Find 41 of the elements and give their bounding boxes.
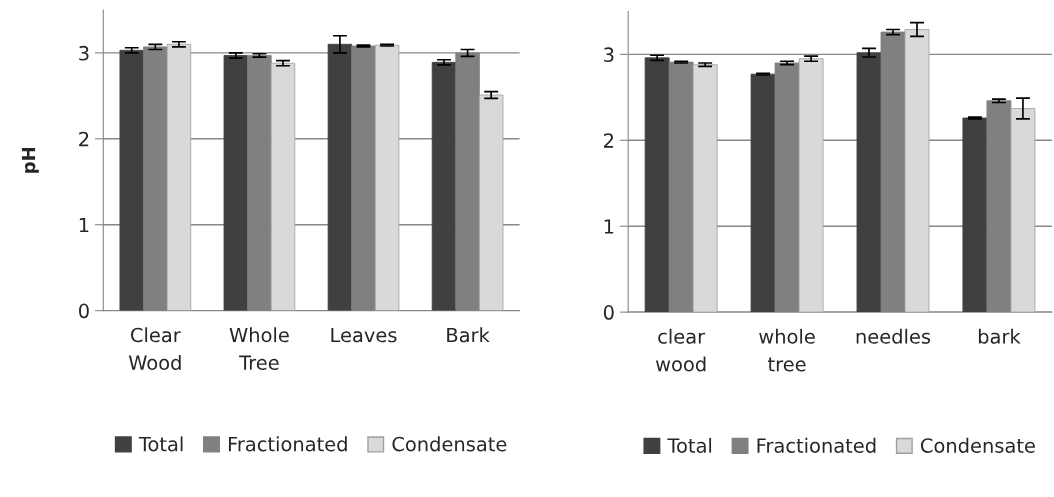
bar [692, 64, 718, 313]
x-tick-label: Whole Tree [229, 327, 289, 371]
y-tick-label: 1 [79, 217, 89, 233]
bar [1010, 108, 1036, 313]
legend-label: Condensate [920, 437, 1035, 453]
legend-label: Condensate [392, 436, 507, 452]
bar [644, 57, 670, 313]
bar [478, 94, 504, 311]
bar [962, 117, 988, 313]
x-tick-label: needles [856, 328, 931, 344]
x-tick-label: Clear Wood [128, 327, 181, 371]
bar [904, 29, 930, 313]
bar [223, 55, 249, 311]
bar [431, 61, 457, 311]
y-tick-label: 0 [79, 303, 89, 319]
bar [750, 73, 776, 313]
legend-label: Total [138, 436, 183, 452]
y-tick-label: 1 [604, 219, 614, 234]
x-tick-label: clear wood [655, 328, 706, 372]
y-axis-title: pH [21, 147, 39, 173]
x-tick-label: whole tree [759, 328, 815, 372]
y-tick-label: 3 [604, 47, 614, 63]
y-tick-label: 0 [603, 305, 614, 320]
y-tick-label: 2 [604, 133, 614, 148]
bar [374, 44, 400, 311]
legend-label: Total [667, 437, 712, 453]
legend-label: Fractionated [228, 436, 347, 452]
x-tick-label: bark [978, 328, 1021, 344]
bar [798, 58, 824, 313]
bar [270, 62, 296, 311]
y-tick-label: 3 [79, 45, 89, 61]
legend-label: Fractionated [757, 437, 876, 453]
bar [327, 43, 353, 311]
bar [143, 46, 168, 311]
bar [166, 43, 192, 311]
x-tick-label: Bark [447, 327, 490, 343]
bar [119, 49, 144, 311]
x-tick-label: Leaves [331, 327, 397, 343]
y-tick-label: 2 [79, 131, 89, 147]
bar [856, 52, 882, 313]
bar [351, 45, 376, 311]
